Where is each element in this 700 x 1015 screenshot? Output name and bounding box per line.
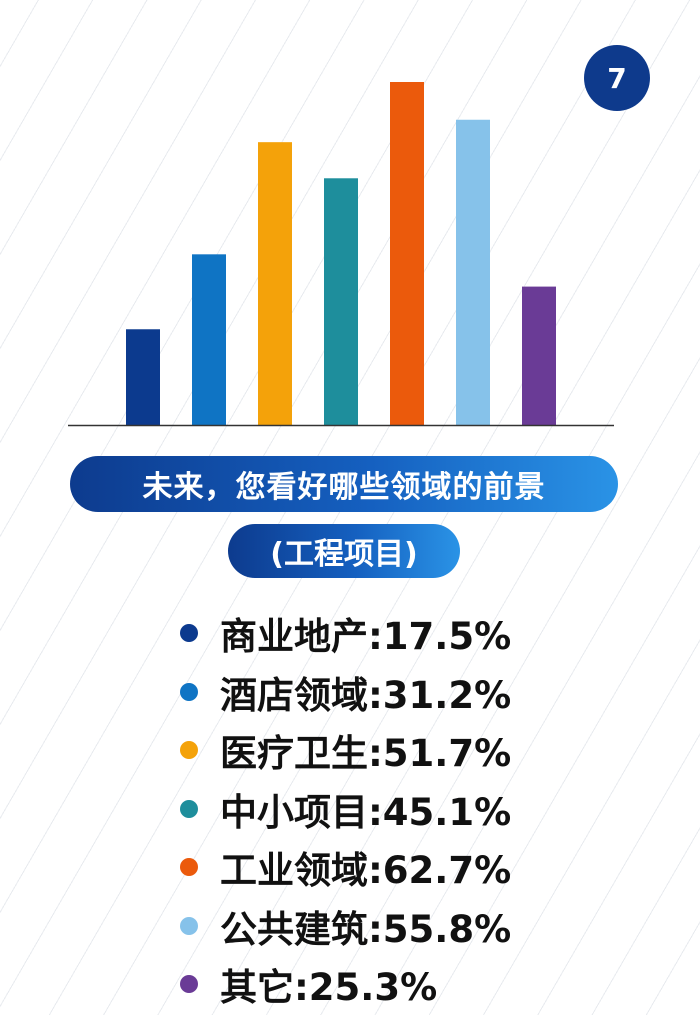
legend-label: 医疗卫生:51.7% [220,732,512,776]
number-badge: 7 [584,45,650,111]
legend-item: 医疗卫生:51.7% [180,721,511,780]
bar-4 [324,178,358,425]
chart-title: 未来，您看好哪些领域的前景 [70,456,618,512]
chart-subtitle: (工程项目) [228,524,460,578]
bar-6 [456,119,490,426]
legend-dot [180,799,198,818]
legend-item: 中小项目:45.1% [180,780,511,839]
legend-label: 中小项目:45.1% [220,790,512,834]
legend-dot [180,916,198,935]
legend-item: 其它:25.3% [180,955,511,1014]
legend-label: 酒店领域:31.2% [220,673,512,717]
bar-1 [126,329,160,425]
legend-dot [180,682,198,701]
bar-chart [68,82,614,427]
legend-label: 其它:25.3% [220,966,438,1010]
legend-item: 商业地产:17.5% [180,604,511,663]
legend-dot [180,975,198,994]
bar-3 [258,142,292,425]
legend-dot [180,858,198,877]
legend: 商业地产:17.5% 酒店领域:31.2% 医疗卫生:51.7% 中小项目:45.1%… [180,604,511,1014]
legend-dot [180,624,198,643]
bar-5 [390,82,424,425]
legend-item: 工业领域:62.7% [180,838,511,897]
legend-label: 商业地产:17.5% [220,615,512,659]
legend-item: 公共建筑:55.8% [180,897,511,956]
legend-dot [180,741,198,760]
legend-item: 酒店领域:31.2% [180,663,511,722]
bar-7 [522,286,556,425]
legend-label: 公共建筑:55.8% [220,907,512,951]
bars-group [126,82,556,426]
bar-2 [192,254,226,425]
legend-label: 工业领域:62.7% [220,849,512,893]
